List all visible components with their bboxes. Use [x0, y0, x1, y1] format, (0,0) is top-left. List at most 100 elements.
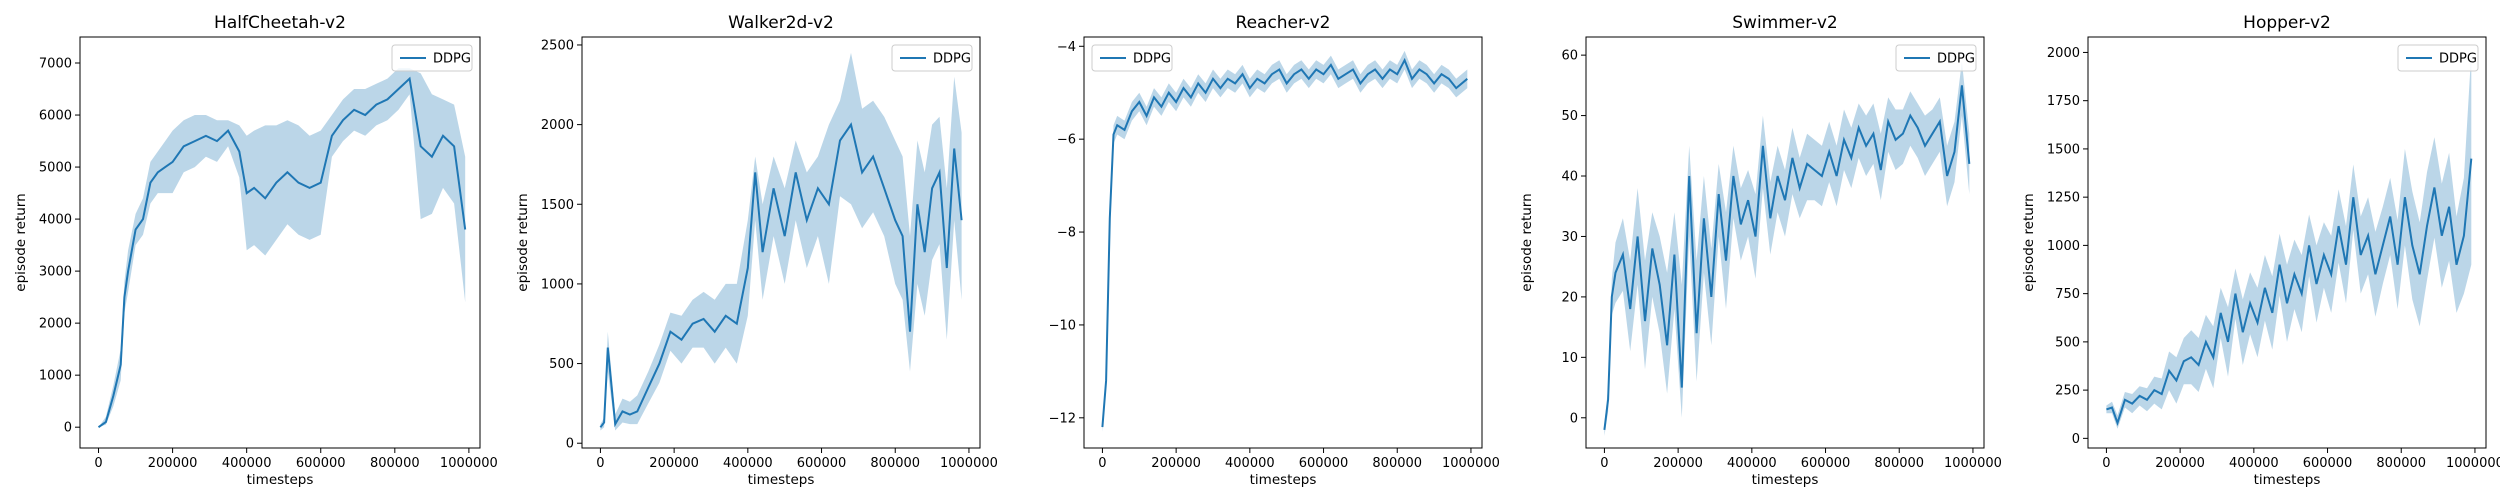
- confidence-band: [2106, 52, 2472, 429]
- y-tick-label: 0: [64, 421, 72, 436]
- legend-label: DDPG: [2439, 52, 2477, 67]
- x-tick-label: 600000: [797, 456, 847, 471]
- x-tick-label: 200000: [1653, 456, 1703, 471]
- legend: DDPG: [1895, 44, 1977, 72]
- x-tick-label: 600000: [1801, 456, 1851, 471]
- x-tick-label: 1000000: [2446, 456, 2500, 471]
- y-tick-label: 1500: [541, 198, 574, 213]
- y-tick-label: 1000: [541, 277, 574, 292]
- y-axis-label: episode return: [2021, 193, 2037, 291]
- x-tick-label: 0: [2102, 456, 2110, 471]
- y-tick-label: 3000: [39, 265, 72, 280]
- legend-box: [2397, 44, 2479, 72]
- legend: DDPG: [1091, 44, 1173, 72]
- x-tick-label: 200000: [649, 456, 699, 471]
- x-tick-label: 600000: [2303, 456, 2353, 471]
- y-tick-label: 0: [2072, 432, 2080, 447]
- chart-panel-3: Reacher-v2 0 200000 400000 600000 800000 10000…: [1049, 13, 1500, 488]
- y-tick-label: 60: [1561, 49, 1578, 64]
- y-tick-label: 1500: [2047, 142, 2080, 157]
- x-axis-label: timesteps: [1752, 472, 1819, 488]
- x-tick-label: 200000: [1151, 456, 1201, 471]
- x-tick-label: 400000: [2229, 456, 2279, 471]
- chart-panel-5: Hopper-v2 0 200000 400000 600000 800000 100000…: [2021, 13, 2500, 488]
- legend-label: DDPG: [1133, 52, 1171, 67]
- y-tick-label: −4: [1057, 40, 1076, 55]
- y-tick-label: 2500: [541, 38, 574, 53]
- y-axis-label: episode return: [515, 193, 531, 291]
- x-axis-label: timesteps: [2254, 472, 2321, 488]
- plot-frame: [79, 36, 481, 449]
- x-tick-label: 800000: [2376, 456, 2426, 471]
- legend-label: DDPG: [933, 52, 971, 67]
- x-axis-label: timesteps: [247, 472, 314, 488]
- y-tick-label: 250: [2055, 384, 2080, 399]
- x-axis-label: timesteps: [748, 472, 815, 488]
- x-tick-label: 200000: [2155, 456, 2205, 471]
- x-tick-label: 0: [1600, 456, 1608, 471]
- chart-title: Swimmer-v2: [1732, 13, 1837, 33]
- x-axis-label: timesteps: [1250, 472, 1317, 488]
- x-tick-label: 1000000: [1442, 456, 1500, 471]
- plot-frame: [1585, 36, 1985, 449]
- y-tick-label: 0: [566, 437, 574, 452]
- series-line: [1603, 85, 1971, 431]
- y-tick-label: −6: [1057, 133, 1076, 148]
- x-tick-label: 800000: [1874, 456, 1924, 471]
- legend-box: [391, 44, 473, 72]
- x-tick-label: 0: [596, 456, 604, 471]
- chart-panel-1: HalfCheetah-v2 0 200000 400000 600000 800000 1…: [13, 13, 498, 488]
- x-tick-label: 600000: [296, 456, 346, 471]
- x-tick-label: 1000000: [940, 456, 998, 471]
- y-tick-label: 2000: [39, 317, 72, 332]
- x-tick-label: 200000: [148, 456, 198, 471]
- x-tick-label: 1000000: [1944, 456, 2002, 471]
- chart-title: Walker2d-v2: [728, 13, 834, 33]
- y-tick-label: 7000: [39, 57, 72, 72]
- y-tick-label: 2000: [2047, 46, 2080, 61]
- y-tick-label: 750: [2055, 287, 2080, 302]
- legend: DDPG: [891, 44, 973, 72]
- legend-box: [891, 44, 973, 72]
- y-tick-label: 500: [2055, 335, 2080, 350]
- y-tick-label: −8: [1057, 226, 1076, 241]
- y-axis-label: episode return: [1519, 193, 1535, 291]
- y-tick-label: −10: [1049, 318, 1076, 333]
- chart-title: Reacher-v2: [1236, 13, 1331, 33]
- plot-frame: [1083, 36, 1483, 449]
- y-tick-label: 0: [1570, 411, 1578, 426]
- series-line: [2106, 158, 2473, 427]
- y-tick-label: 1750: [2047, 94, 2080, 109]
- x-tick-label: 800000: [1372, 456, 1422, 471]
- legend-label: DDPG: [433, 52, 471, 67]
- x-tick-label: 400000: [1727, 456, 1777, 471]
- legend-box: [1895, 44, 1977, 72]
- legend: DDPG: [391, 44, 473, 72]
- x-tick-label: 0: [94, 456, 102, 471]
- chart-title: Hopper-v2: [2243, 13, 2331, 33]
- chart-title: HalfCheetah-v2: [214, 13, 346, 33]
- y-tick-label: 5000: [39, 161, 72, 176]
- y-tick-label: 1250: [2047, 191, 2080, 206]
- confidence-band: [600, 52, 962, 431]
- y-tick-label: 6000: [39, 109, 72, 124]
- y-tick-label: 30: [1561, 230, 1578, 245]
- y-tick-label: 4000: [39, 213, 72, 228]
- series-line: [1101, 57, 1468, 428]
- confidence-band: [1604, 61, 1970, 436]
- confidence-band: [98, 68, 466, 428]
- y-tick-label: −12: [1049, 411, 1076, 426]
- y-tick-label: 10: [1561, 351, 1578, 366]
- confidence-band: [1102, 50, 1468, 432]
- y-tick-label: 500: [549, 357, 574, 372]
- x-tick-label: 400000: [1225, 456, 1275, 471]
- plot-frame: [2087, 36, 2487, 449]
- chart-panel-2: Walker2d-v2 0 200000 400000 600000 800000 1000…: [515, 13, 998, 488]
- y-tick-label: 1000: [2047, 239, 2080, 254]
- x-tick-label: 400000: [723, 456, 773, 471]
- y-tick-label: 50: [1561, 109, 1578, 124]
- x-tick-label: 800000: [370, 456, 420, 471]
- y-tick-label: 20: [1561, 290, 1578, 305]
- y-tick-label: 1000: [39, 369, 72, 384]
- x-tick-label: 600000: [1299, 456, 1349, 471]
